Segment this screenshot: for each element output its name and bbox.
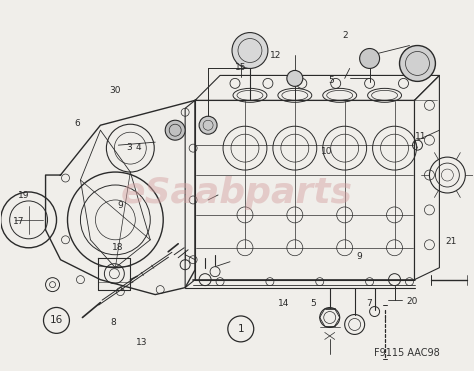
Text: 14: 14 [278, 299, 289, 308]
Text: 20: 20 [406, 298, 418, 306]
Text: 4: 4 [136, 143, 142, 152]
Text: 17: 17 [13, 217, 24, 226]
Text: 8: 8 [110, 318, 116, 327]
Text: 9: 9 [117, 201, 123, 210]
Text: 16: 16 [50, 315, 63, 325]
Text: 13: 13 [136, 338, 147, 347]
Text: 11: 11 [415, 132, 426, 141]
Circle shape [360, 49, 380, 68]
Text: 10: 10 [321, 147, 333, 156]
Circle shape [199, 116, 217, 134]
Text: 21: 21 [445, 237, 456, 246]
Text: 7: 7 [366, 299, 372, 308]
Text: 6: 6 [74, 119, 80, 128]
Text: 12: 12 [270, 51, 282, 60]
Text: 15: 15 [235, 63, 246, 72]
Circle shape [287, 70, 303, 86]
Text: 2: 2 [342, 31, 347, 40]
Text: 30: 30 [109, 86, 121, 95]
Text: F9115 AAC98: F9115 AAC98 [374, 348, 440, 358]
Text: 9: 9 [356, 252, 362, 261]
Text: 18: 18 [112, 243, 124, 252]
Text: 3: 3 [127, 143, 132, 152]
Text: 5: 5 [328, 76, 334, 85]
Circle shape [400, 46, 436, 81]
Text: 19: 19 [18, 191, 29, 200]
Text: eSaabparts: eSaabparts [121, 176, 353, 210]
Text: 5: 5 [310, 299, 317, 308]
Circle shape [232, 33, 268, 68]
Circle shape [165, 120, 185, 140]
Text: 1: 1 [237, 324, 244, 334]
